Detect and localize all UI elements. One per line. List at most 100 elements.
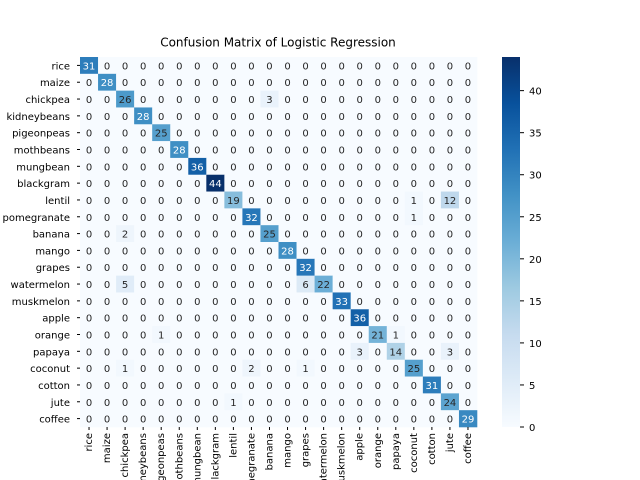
cell-value: 28 — [173, 146, 186, 157]
cell-value: 0 — [158, 112, 164, 123]
cell-value: 0 — [158, 415, 164, 426]
heatmap-cell — [458, 309, 478, 327]
cell-value: 0 — [447, 415, 453, 426]
heatmap-cell — [278, 90, 297, 108]
heatmap-cell — [368, 191, 388, 209]
cell-value: 0 — [176, 297, 182, 308]
heatmap-cell — [260, 292, 279, 310]
heatmap-cell — [386, 242, 406, 260]
heatmap-cell — [206, 326, 225, 344]
cell-value: 0 — [194, 78, 200, 89]
heatmap-cell — [206, 309, 225, 327]
heatmap-cell — [350, 258, 370, 276]
heatmap-cell — [404, 157, 424, 176]
heatmap-cell — [80, 208, 99, 226]
heatmap-cell — [260, 124, 279, 142]
cell-value: 0 — [122, 347, 128, 358]
x-tick-label: mango — [283, 433, 294, 468]
cell-value: 0 — [302, 314, 308, 325]
heatmap-cell — [188, 90, 207, 108]
cell-value: 0 — [338, 146, 344, 157]
cell-value: 0 — [122, 246, 128, 257]
cell-value: 28 — [101, 78, 114, 89]
cell-value: 0 — [248, 146, 254, 157]
heatmap-cell — [98, 124, 117, 142]
heatmap-cell — [188, 309, 207, 327]
heatmap-cell — [188, 258, 207, 276]
cell-value: 0 — [104, 213, 110, 224]
cell-value: 0 — [375, 179, 381, 190]
cell-value: 0 — [338, 78, 344, 89]
heatmap-cell — [278, 326, 297, 344]
cell-value: 0 — [248, 280, 254, 291]
cell-value: 36 — [191, 162, 204, 173]
heatmap-cell — [404, 309, 424, 327]
cell-value: 0 — [284, 129, 290, 140]
heatmap-cell — [188, 191, 207, 209]
heatmap-cell — [116, 292, 135, 310]
cell-value: 0 — [393, 381, 399, 392]
cell-value: 0 — [320, 61, 326, 72]
cell-value: 0 — [447, 381, 453, 392]
cell-value: 0 — [104, 112, 110, 123]
cell-value: 0 — [411, 179, 417, 190]
cell-value: 0 — [411, 331, 417, 342]
heatmap-cell — [368, 326, 388, 344]
heatmap-cell — [386, 107, 406, 125]
heatmap-cell — [440, 326, 460, 344]
cell-value: 0 — [411, 398, 417, 409]
cell-value: 0 — [375, 415, 381, 426]
cell-value: 0 — [230, 112, 236, 123]
heatmap-cell — [350, 292, 370, 310]
cell-value: 0 — [284, 112, 290, 123]
heatmap-cell — [224, 107, 243, 125]
heatmap-cell — [386, 275, 406, 293]
heatmap-cell — [404, 107, 424, 125]
heatmap-cell — [188, 73, 207, 91]
heatmap-cell — [350, 157, 370, 176]
cell-value: 0 — [194, 146, 200, 157]
cell-value: 0 — [86, 297, 92, 308]
heatmap-cell — [332, 376, 351, 394]
x-tick-label: muskmelon — [337, 433, 348, 480]
cell-value: 0 — [393, 61, 399, 72]
heatmap-cell — [278, 393, 297, 411]
heatmap-cell — [224, 359, 243, 377]
cell-value: 0 — [122, 263, 128, 274]
heatmap-cell — [386, 141, 406, 159]
cell-value: 0 — [158, 162, 164, 173]
heatmap-cell — [404, 73, 424, 91]
cell-value: 0 — [158, 263, 164, 274]
heatmap-cell — [170, 242, 189, 260]
heatmap-cell — [314, 275, 333, 293]
heatmap-cell — [242, 73, 261, 91]
heatmap-cell — [296, 342, 315, 361]
heatmap-cell — [440, 174, 460, 192]
heatmap-cell — [224, 174, 243, 192]
heatmap-cell — [206, 258, 225, 276]
heatmap-cell — [170, 208, 189, 226]
cell-value: 33 — [335, 297, 348, 308]
heatmap-cell — [260, 191, 279, 209]
heatmap-cell — [404, 174, 424, 192]
y-tick-label: pomegranate — [3, 213, 71, 224]
cell-value: 0 — [284, 314, 290, 325]
heatmap-cell — [242, 410, 261, 428]
cell-value: 0 — [338, 331, 344, 342]
heatmap-cell — [278, 342, 297, 361]
heatmap-cell — [386, 225, 406, 243]
heatmap-cell — [206, 141, 225, 159]
heatmap-cell — [386, 73, 406, 91]
heatmap-cell — [134, 208, 153, 226]
cell-value: 25 — [155, 129, 168, 140]
heatmap-cell — [98, 393, 117, 411]
heatmap-cell — [314, 225, 333, 243]
heatmap-cell — [206, 242, 225, 260]
heatmap-cell — [188, 326, 207, 344]
x-tick-label: blackgram — [210, 433, 221, 480]
cell-value: 0 — [86, 314, 92, 325]
cell-value: 0 — [411, 95, 417, 106]
heatmap-cell — [80, 141, 99, 159]
cell-value: 0 — [393, 146, 399, 157]
heatmap-cell — [278, 275, 297, 293]
